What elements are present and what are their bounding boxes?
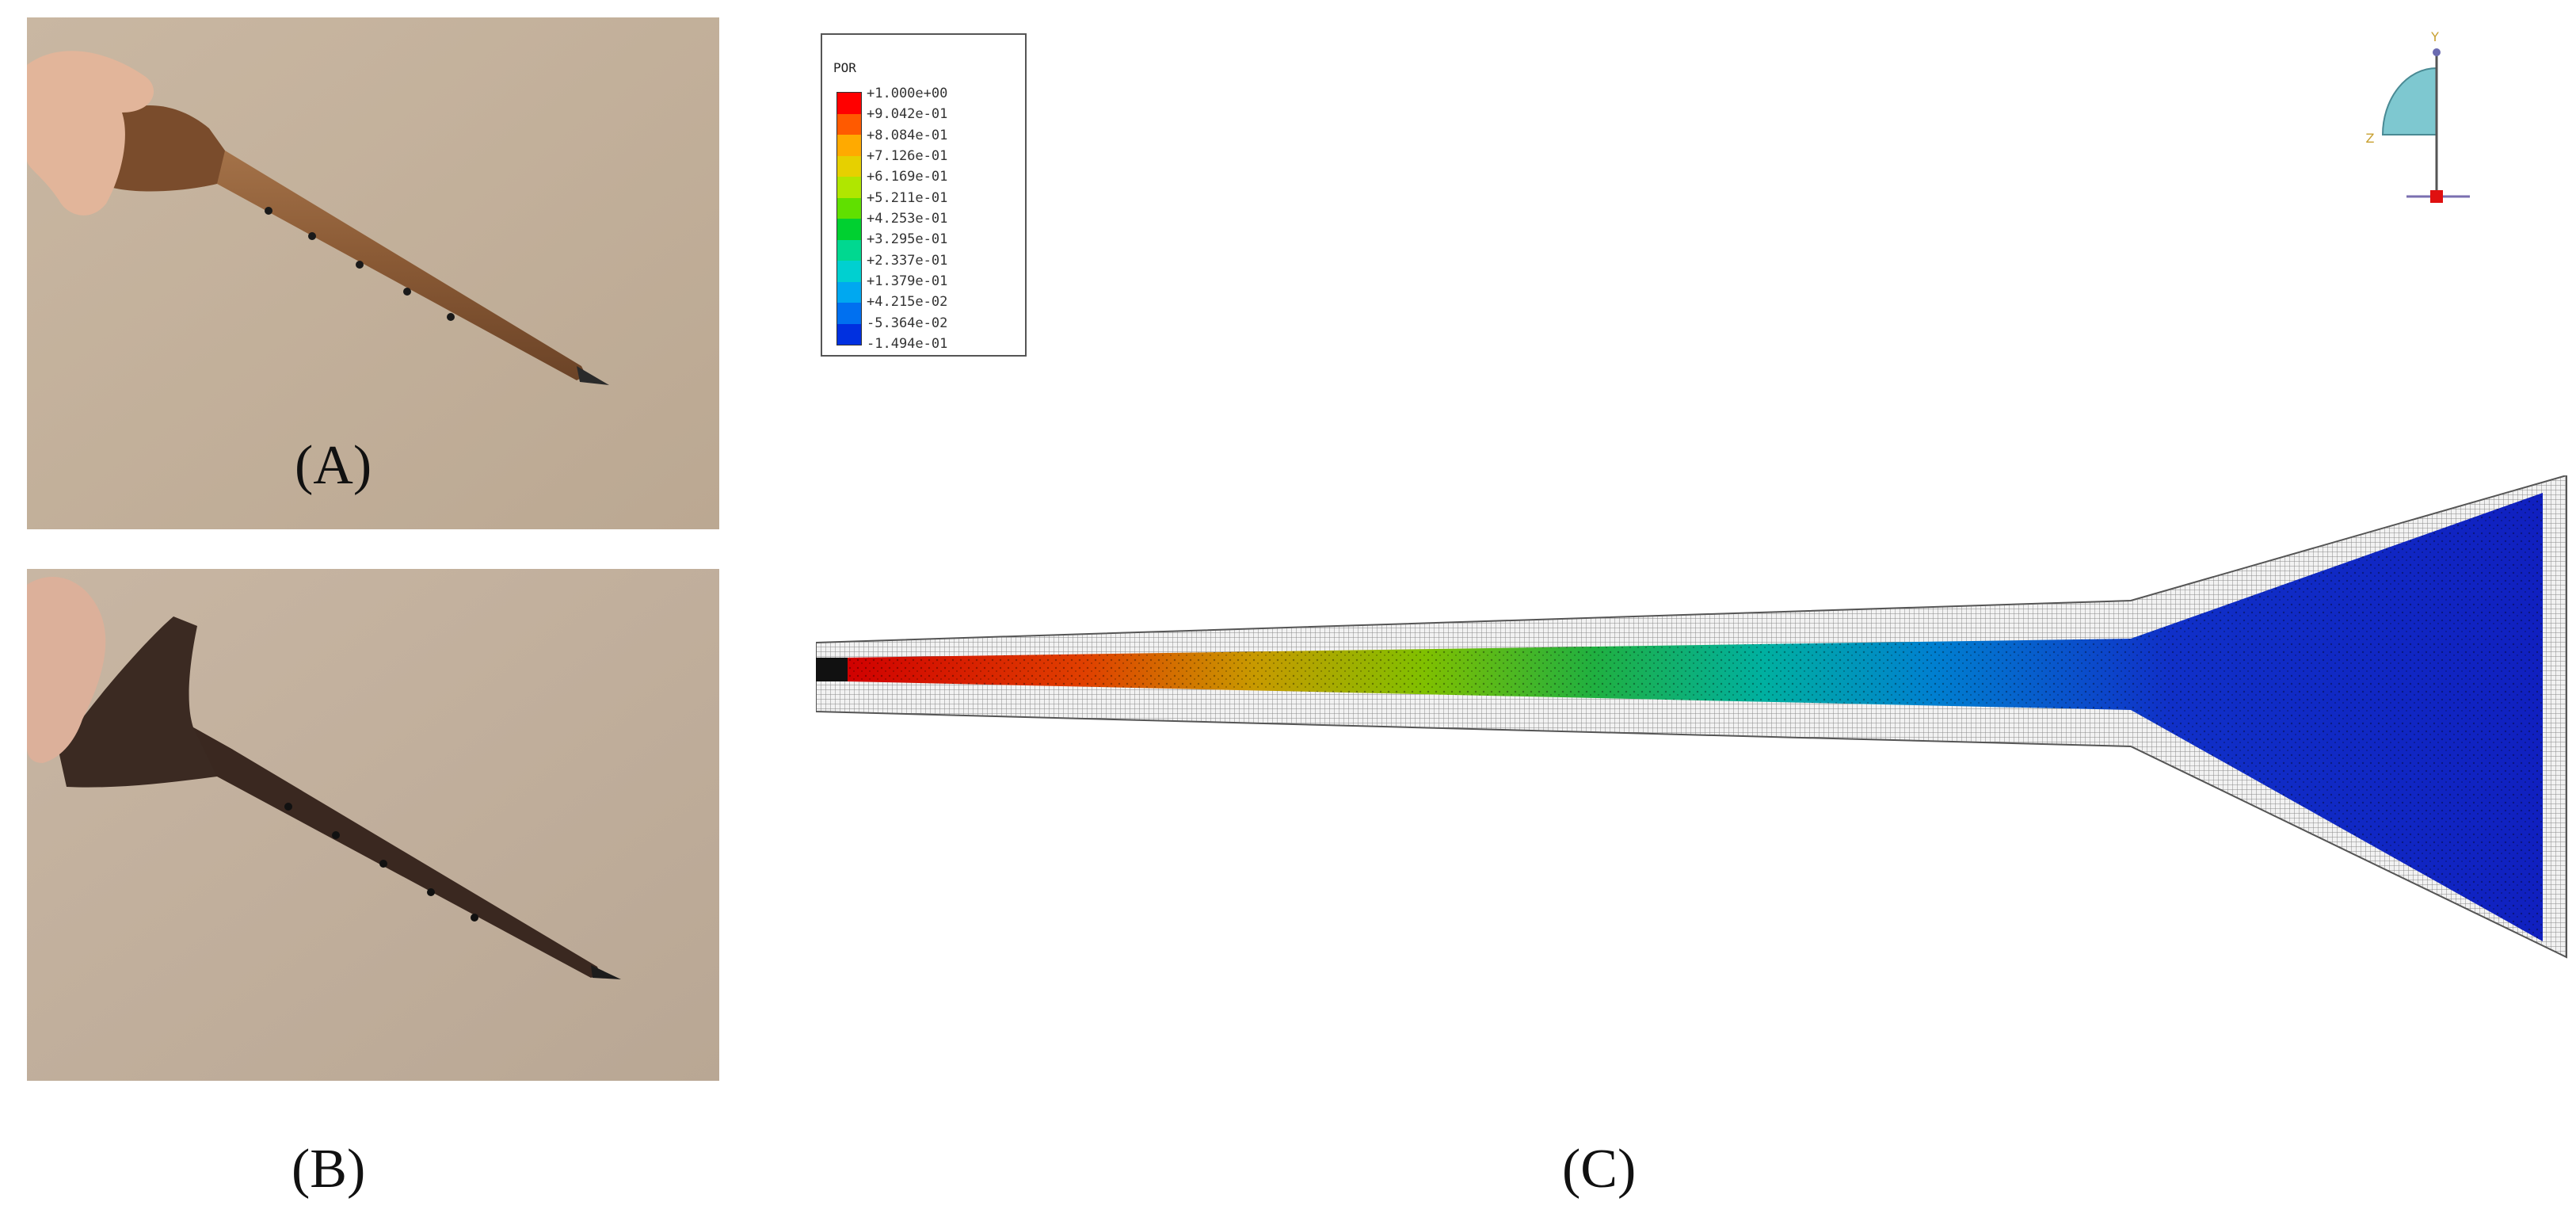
legend-swatch bbox=[837, 155, 861, 177]
legend-swatch bbox=[837, 303, 861, 324]
legend-value: +6.169e-01 bbox=[867, 169, 948, 185]
legend-swatch bbox=[837, 135, 861, 156]
legend-swatch bbox=[837, 323, 861, 345]
legend-value: +9.042e-01 bbox=[867, 106, 948, 123]
legend-value: +3.295e-01 bbox=[867, 231, 948, 248]
triad-z-label: Z bbox=[2366, 131, 2375, 146]
legend-swatch bbox=[837, 261, 861, 282]
fea-mesh-view bbox=[815, 474, 2574, 983]
panel-label-b: (B) bbox=[292, 1139, 366, 1200]
legend-swatch bbox=[837, 239, 861, 261]
panel-label-a: (A) bbox=[295, 435, 372, 496]
legend-color-scale bbox=[836, 92, 862, 345]
legend-swatch bbox=[837, 113, 861, 135]
legend-value: +7.126e-01 bbox=[867, 147, 948, 164]
triad-y-label: Y bbox=[2430, 29, 2439, 44]
contour-legend: POR +1.000e+00 +9.042e-01 +8.084e-01 +7.126… bbox=[821, 33, 1027, 357]
panel-label-c: (C) bbox=[1562, 1139, 1637, 1200]
legend-value: +1.379e-01 bbox=[867, 273, 948, 289]
legend-value: +4.253e-01 bbox=[867, 210, 948, 227]
legend-value: +1.000e+00 bbox=[867, 86, 948, 101]
legend-value: +8.084e-01 bbox=[867, 127, 948, 143]
legend-swatch bbox=[837, 177, 861, 198]
legend-swatch bbox=[837, 281, 861, 303]
photo-panel-b bbox=[27, 569, 719, 1081]
wooden-flute-photo-icon bbox=[27, 17, 719, 529]
axis-triad-icon: Y Z bbox=[2366, 29, 2470, 203]
legend-value: +5.211e-01 bbox=[867, 189, 948, 206]
orientation-triad: Y Z bbox=[2351, 17, 2486, 223]
legend-title: POR bbox=[833, 60, 856, 75]
photo-panel-a bbox=[27, 17, 719, 529]
legend-value: +2.337e-01 bbox=[867, 252, 948, 269]
legend-value: -1.494e-01 bbox=[867, 335, 948, 352]
legend-swatch bbox=[837, 197, 861, 219]
flute-bore-simulation-icon bbox=[815, 474, 2567, 959]
dark-flute-photo-icon bbox=[27, 569, 719, 1081]
legend-value: +4.215e-02 bbox=[867, 294, 948, 311]
legend-swatch bbox=[837, 93, 861, 114]
legend-swatch bbox=[837, 219, 861, 240]
legend-value-labels: +1.000e+00 +9.042e-01 +8.084e-01 +7.126e-01… bbox=[867, 86, 947, 352]
legend-value: -5.364e-02 bbox=[867, 315, 948, 331]
